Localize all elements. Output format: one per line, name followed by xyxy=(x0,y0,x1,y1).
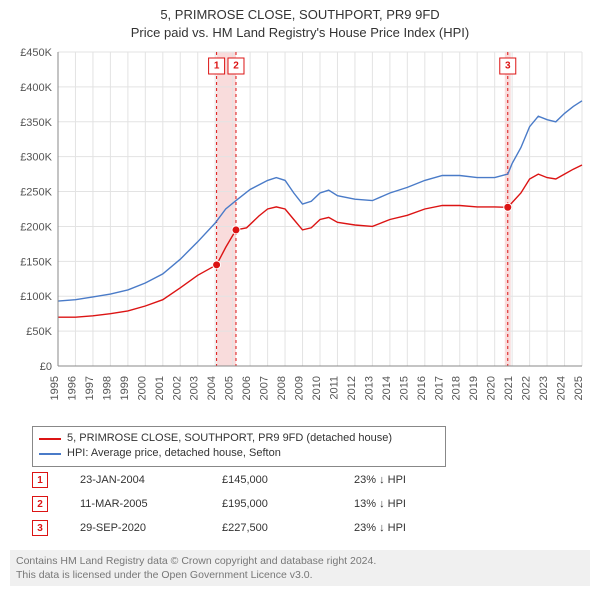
svg-text:£150K: £150K xyxy=(20,256,52,268)
event-diff: 23% ↓ HPI xyxy=(354,522,474,534)
event-price: £195,000 xyxy=(222,498,322,510)
svg-text:£200K: £200K xyxy=(20,221,52,233)
svg-text:1: 1 xyxy=(214,61,220,72)
events-table: 1 23-JAN-2004 £145,000 23% ↓ HPI 2 11-MA… xyxy=(32,468,572,540)
svg-text:2022: 2022 xyxy=(521,376,533,400)
event-date: 23-JAN-2004 xyxy=(80,474,190,486)
event-date: 11-MAR-2005 xyxy=(80,498,190,510)
svg-text:2023: 2023 xyxy=(538,376,550,400)
svg-text:1998: 1998 xyxy=(101,376,113,400)
svg-text:2000: 2000 xyxy=(136,376,148,400)
legend: 5, PRIMROSE CLOSE, SOUTHPORT, PR9 9FD (d… xyxy=(32,426,446,467)
legend-item-hpi: HPI: Average price, detached house, Seft… xyxy=(39,446,439,461)
svg-text:2002: 2002 xyxy=(171,376,183,400)
svg-text:1997: 1997 xyxy=(84,376,96,400)
title-subtitle: Price paid vs. HM Land Registry's House … xyxy=(0,24,600,42)
svg-text:£50K: £50K xyxy=(26,326,52,338)
svg-text:2020: 2020 xyxy=(486,376,498,400)
svg-text:£100K: £100K xyxy=(20,291,52,303)
event-price: £227,500 xyxy=(222,522,322,534)
svg-text:2014: 2014 xyxy=(381,376,393,400)
event-row: 1 23-JAN-2004 £145,000 23% ↓ HPI xyxy=(32,468,572,492)
svg-text:2001: 2001 xyxy=(154,376,166,400)
svg-text:2003: 2003 xyxy=(189,376,201,400)
svg-text:2010: 2010 xyxy=(311,376,323,400)
legend-swatch-hpi xyxy=(39,453,61,455)
footer-licence: Contains HM Land Registry data © Crown c… xyxy=(10,550,590,586)
title-address: 5, PRIMROSE CLOSE, SOUTHPORT, PR9 9FD xyxy=(0,6,600,24)
legend-label-hpi: HPI: Average price, detached house, Seft… xyxy=(67,446,281,461)
svg-text:£450K: £450K xyxy=(20,47,52,59)
event-badge: 1 xyxy=(32,472,48,488)
svg-text:2008: 2008 xyxy=(276,376,288,400)
svg-text:£350K: £350K xyxy=(20,117,52,129)
legend-label-price-paid: 5, PRIMROSE CLOSE, SOUTHPORT, PR9 9FD (d… xyxy=(67,431,392,446)
svg-text:2011: 2011 xyxy=(328,376,340,400)
svg-text:2004: 2004 xyxy=(206,376,218,400)
event-diff: 23% ↓ HPI xyxy=(354,474,474,486)
event-row: 2 11-MAR-2005 £195,000 13% ↓ HPI xyxy=(32,492,572,516)
svg-text:2007: 2007 xyxy=(259,376,271,400)
svg-text:1999: 1999 xyxy=(119,376,131,400)
svg-text:2025: 2025 xyxy=(573,376,585,400)
event-diff: 13% ↓ HPI xyxy=(354,498,474,510)
svg-text:2: 2 xyxy=(233,61,239,72)
event-badge: 3 xyxy=(32,520,48,536)
svg-text:2006: 2006 xyxy=(241,376,253,400)
svg-text:2016: 2016 xyxy=(416,376,428,400)
chart-container: 5, PRIMROSE CLOSE, SOUTHPORT, PR9 9FD Pr… xyxy=(0,0,600,590)
svg-text:2012: 2012 xyxy=(346,376,358,400)
svg-text:2017: 2017 xyxy=(433,376,445,400)
svg-text:£400K: £400K xyxy=(20,82,52,94)
svg-text:3: 3 xyxy=(505,61,511,72)
svg-text:2024: 2024 xyxy=(556,376,568,400)
chart-area: £0 £50K £100K £150K £200K £250K £300K £350K £400… xyxy=(10,46,590,418)
svg-text:2009: 2009 xyxy=(294,376,306,400)
svg-text:2021: 2021 xyxy=(503,376,515,400)
event-badge: 2 xyxy=(32,496,48,512)
footer-line1: Contains HM Land Registry data © Crown c… xyxy=(16,554,584,568)
svg-text:2015: 2015 xyxy=(398,376,410,400)
event-row: 3 29-SEP-2020 £227,500 23% ↓ HPI xyxy=(32,516,572,540)
svg-text:£300K: £300K xyxy=(20,152,52,164)
event-price: £145,000 xyxy=(222,474,322,486)
svg-text:£0: £0 xyxy=(40,361,52,373)
chart-svg: £0 £50K £100K £150K £200K £250K £300K £350K £400… xyxy=(10,46,590,418)
svg-text:2013: 2013 xyxy=(363,376,375,400)
legend-swatch-price-paid xyxy=(39,438,61,440)
svg-text:£250K: £250K xyxy=(20,187,52,199)
svg-text:1995: 1995 xyxy=(49,376,61,400)
chart-titles: 5, PRIMROSE CLOSE, SOUTHPORT, PR9 9FD Pr… xyxy=(0,0,600,41)
event-date: 29-SEP-2020 xyxy=(80,522,190,534)
svg-text:2005: 2005 xyxy=(224,376,236,400)
legend-item-price-paid: 5, PRIMROSE CLOSE, SOUTHPORT, PR9 9FD (d… xyxy=(39,431,439,446)
footer-line2: This data is licensed under the Open Gov… xyxy=(16,568,584,582)
svg-text:2019: 2019 xyxy=(468,376,480,400)
svg-text:2018: 2018 xyxy=(451,376,463,400)
svg-text:1996: 1996 xyxy=(66,376,78,400)
